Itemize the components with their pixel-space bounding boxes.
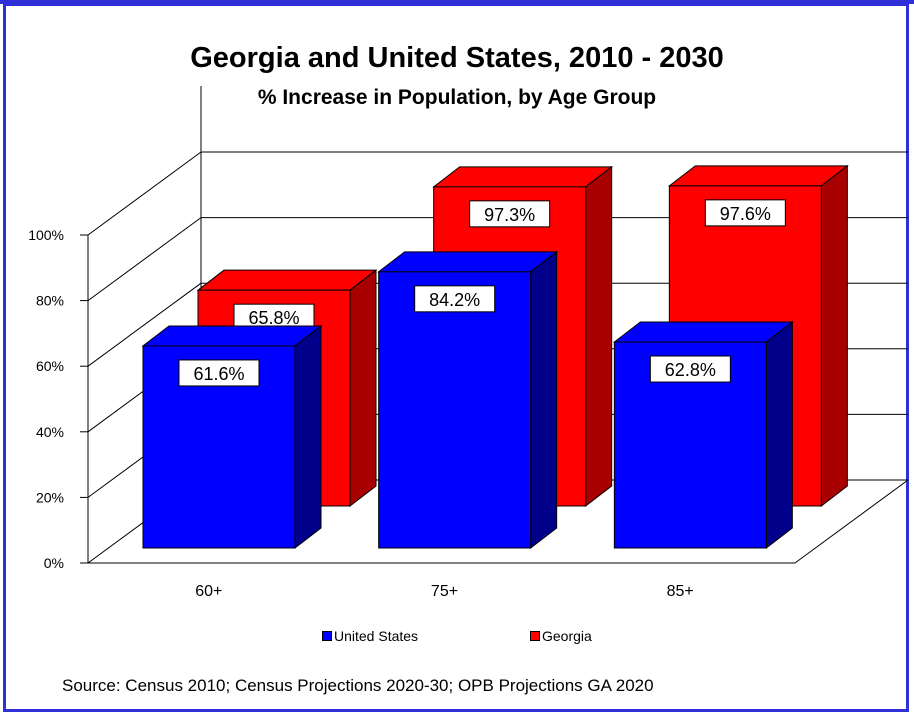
bar-top-united-states <box>612 321 794 343</box>
data-label-box <box>178 359 260 387</box>
y-tick-label: 20% <box>36 489 64 505</box>
bar-top-united-states <box>141 325 323 347</box>
y-tick-label: 60% <box>36 358 64 374</box>
data-label-box <box>704 199 786 227</box>
y-tick-label: 40% <box>36 424 64 440</box>
bar-top-georgia <box>432 166 614 188</box>
bar-side-georgia <box>820 164 848 508</box>
data-label-box <box>414 285 496 313</box>
y-tick-label: 100% <box>28 227 64 243</box>
bar-side-georgia <box>349 269 377 508</box>
legend-swatch-georgia <box>530 631 540 641</box>
data-label-box <box>469 200 551 228</box>
x-tick-label: 75+ <box>431 583 458 600</box>
data-label: 65.8% <box>248 308 299 328</box>
bar-side-georgia <box>585 165 613 508</box>
chart-frame <box>3 3 909 712</box>
legend-label-georgia: Georgia <box>542 628 592 644</box>
data-label: 61.6% <box>193 364 244 384</box>
data-label: 62.8% <box>665 360 716 380</box>
chart-title: Georgia and United States, 2010 - 2030 <box>190 42 724 74</box>
legend-item-georgia: Georgia <box>530 628 592 644</box>
data-label: 84.2% <box>429 290 480 310</box>
bar-side-united-states <box>530 250 558 550</box>
legend-item-united-states: United States <box>322 628 418 644</box>
x-tick-label: 60+ <box>195 583 222 600</box>
chart-subtitle: % Increase in Population, by Age Group <box>257 86 657 109</box>
y-tick-label: 80% <box>36 293 64 309</box>
legend-swatch-united-states <box>322 631 332 641</box>
data-label-box <box>649 355 731 383</box>
data-label: 97.3% <box>484 205 535 225</box>
source-note: Source: Census 2010; Census Projections … <box>62 676 654 695</box>
x-tick-label: 85+ <box>667 583 694 600</box>
bar-side-united-states <box>765 321 793 550</box>
side-wall-gridline <box>87 282 202 367</box>
legend-label-united-states: United States <box>334 628 419 644</box>
legend: United States Georgia <box>0 628 914 648</box>
bar-side-united-states <box>294 324 322 550</box>
bar-united-states <box>378 271 532 549</box>
bar-top-georgia <box>667 165 849 187</box>
bar-top-united-states <box>377 251 559 273</box>
top-border <box>0 0 914 4</box>
bar-top-georgia <box>196 269 378 291</box>
side-wall-gridline <box>87 217 202 302</box>
floor-right-edge <box>794 479 909 564</box>
side-wall-gridline <box>87 151 202 236</box>
y-tick-label: 0% <box>44 555 64 571</box>
data-label: 97.6% <box>720 204 771 224</box>
